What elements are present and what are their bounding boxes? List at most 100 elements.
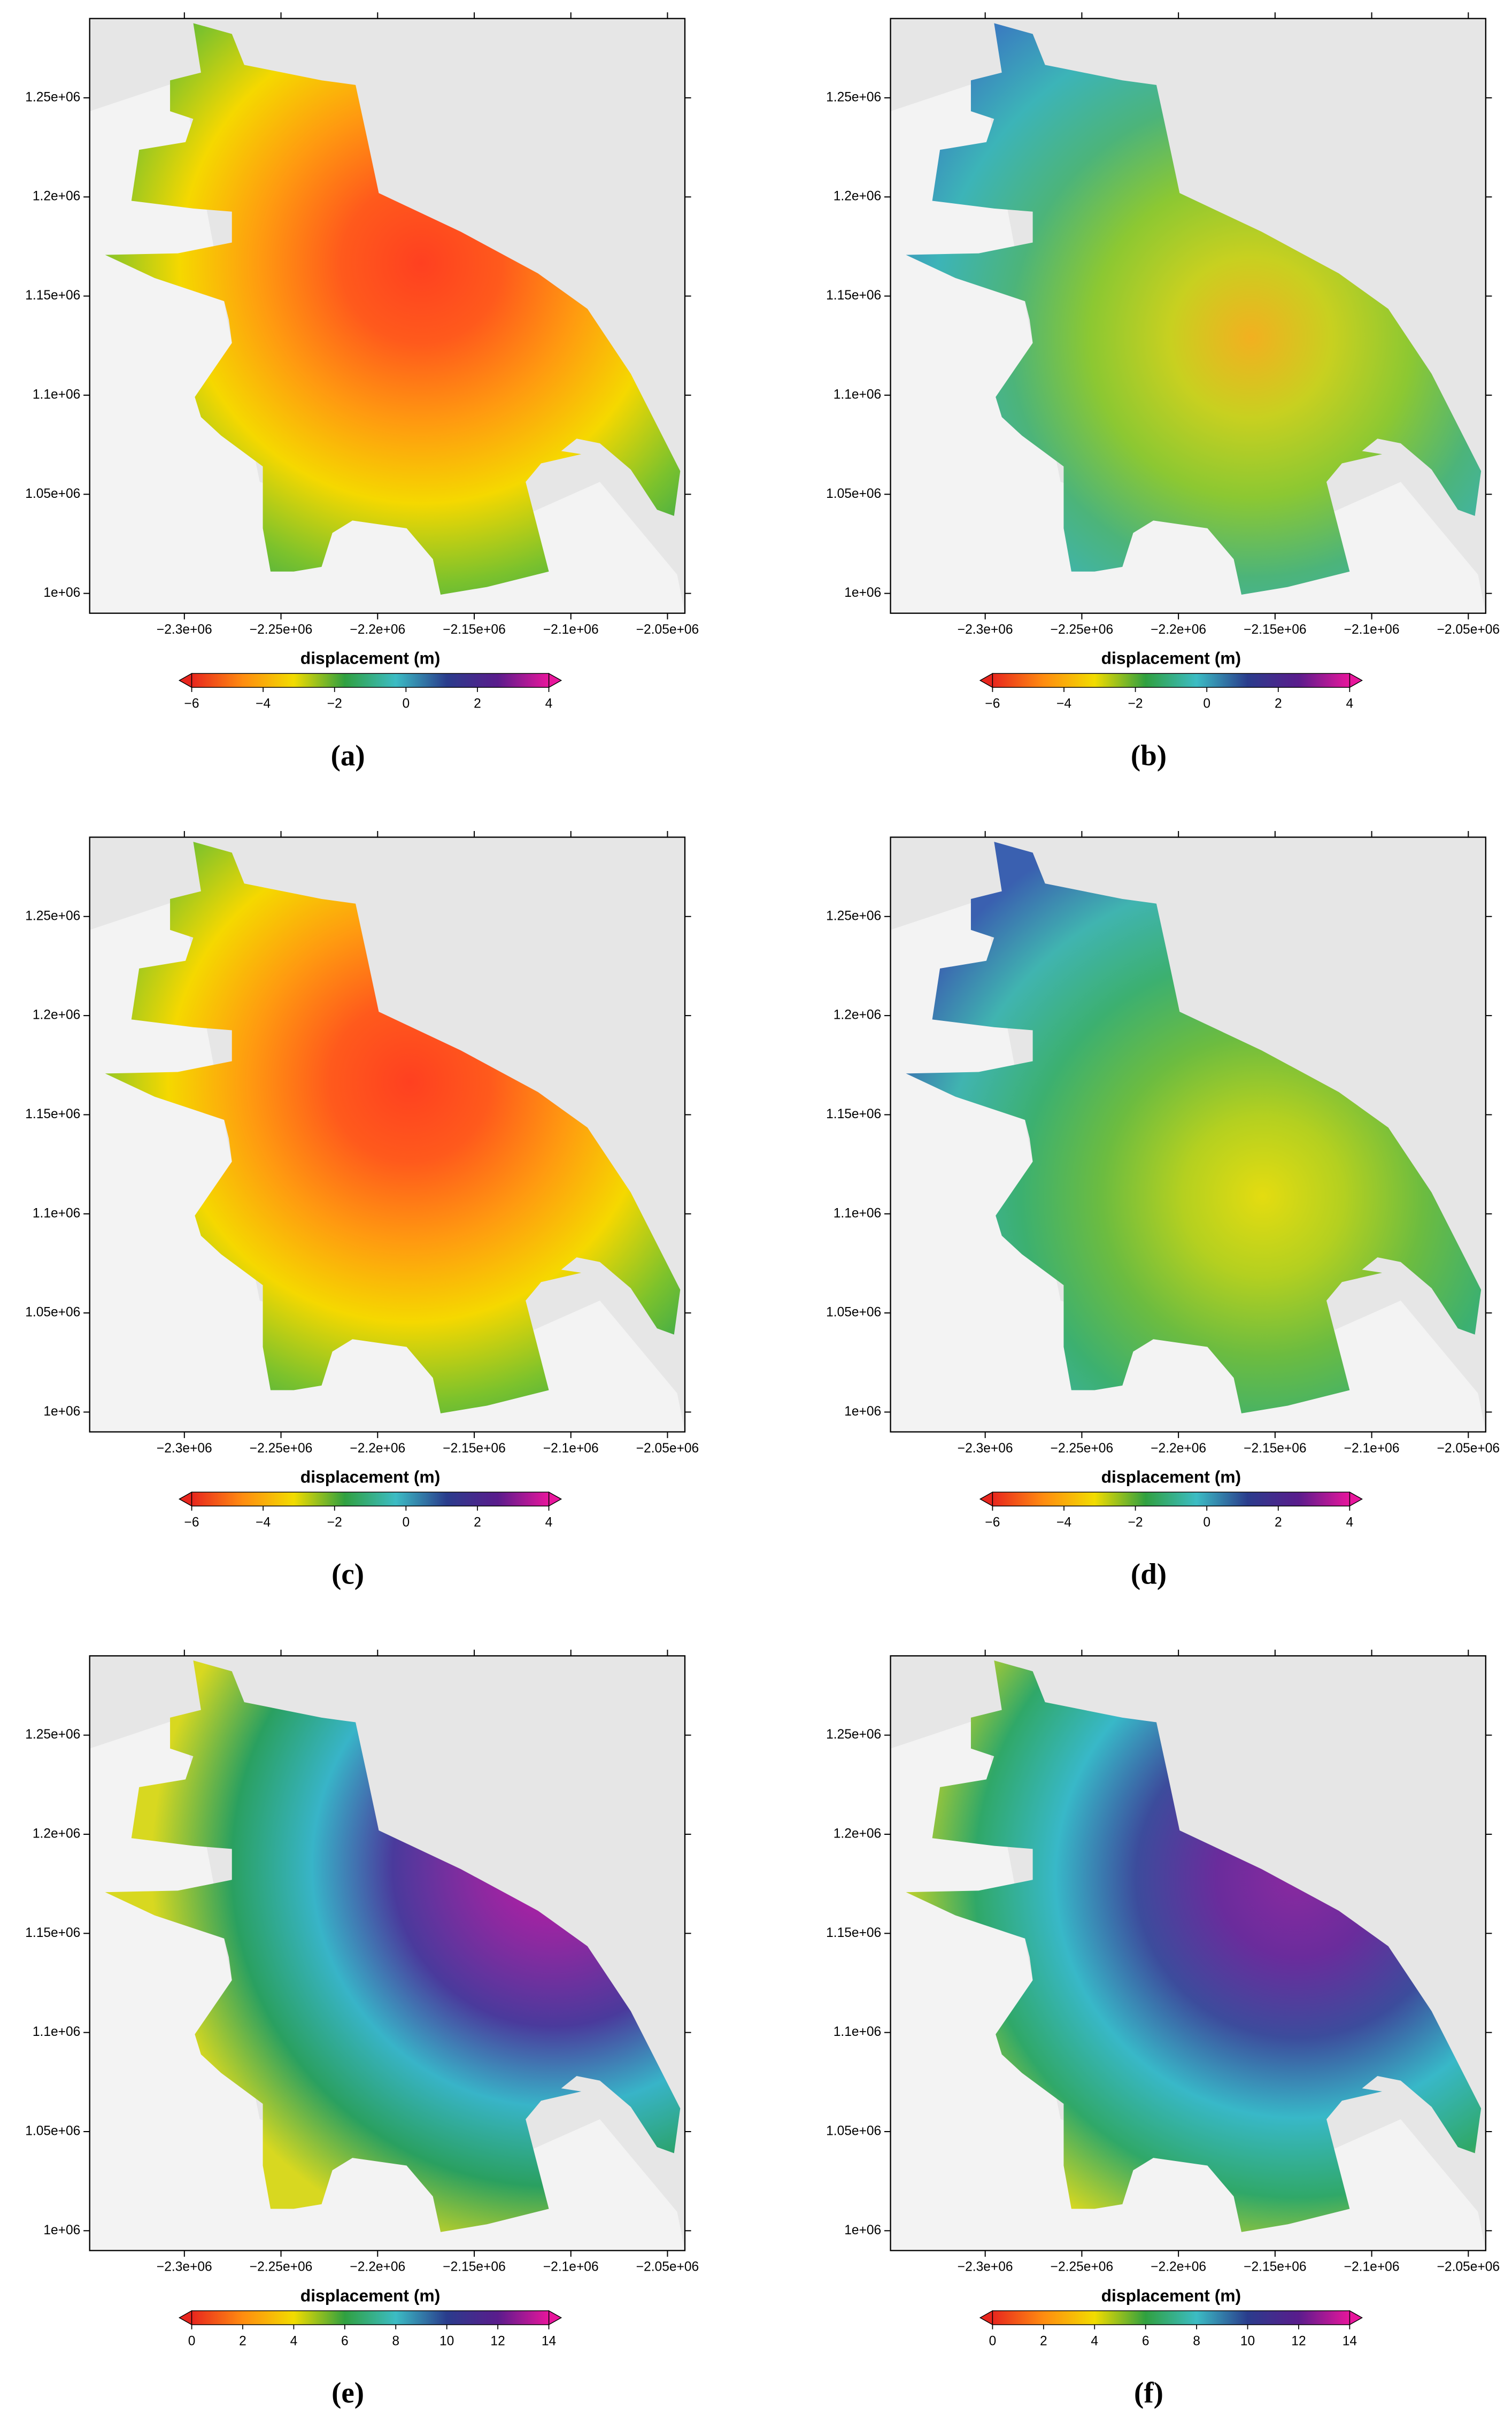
- x-tick-label: −2.05e+06: [636, 1441, 699, 1456]
- x-tick-label: −2.25e+06: [250, 1441, 312, 1456]
- x-tick-label: −2.05e+06: [636, 622, 699, 637]
- terrain: [890, 899, 1486, 1432]
- colorbar-tick-label: 4: [1091, 2334, 1098, 2348]
- y-tick-label: 1.05e+06: [25, 1305, 80, 1320]
- colorbar-tick-label: 10: [1240, 2334, 1255, 2348]
- panel-label: (a): [331, 739, 365, 772]
- x-tick-label: −2.3e+06: [958, 622, 1013, 637]
- x-tick-label: −2.3e+06: [958, 1441, 1013, 1456]
- colorbar-tick-label: 6: [341, 2334, 349, 2348]
- displacement-field: [906, 1660, 1482, 2232]
- colorbar-tick-label: 2: [1040, 2334, 1047, 2348]
- panel-label: (e): [331, 2377, 364, 2409]
- colorbar-label: displacement (m): [1101, 1467, 1241, 1487]
- y-tick-label: 1.25e+06: [826, 90, 881, 104]
- colorbar-tick-label: −2: [327, 697, 342, 711]
- colorbar-extension-high: [1349, 1491, 1363, 1507]
- y-tick-label: 1.1e+06: [834, 2025, 881, 2039]
- colorbar-tick-label: 4: [1346, 697, 1354, 711]
- x-tick-label: −2.15e+06: [1244, 622, 1306, 637]
- colorbar-tick-label: 4: [545, 1515, 553, 1529]
- map-frame: [89, 1655, 686, 2251]
- panel-label: (f): [1134, 2377, 1163, 2409]
- y-tick-label: 1.15e+06: [25, 1926, 80, 1940]
- colorbar: [191, 673, 550, 688]
- map-frame: [890, 836, 1486, 1433]
- colorbar-tick-label: 2: [1275, 1515, 1282, 1529]
- x-tick-label: −2.2e+06: [1151, 2260, 1206, 2274]
- colorbar-extension-high: [1349, 2310, 1363, 2326]
- x-tick-label: −2.1e+06: [543, 622, 599, 637]
- y-tick-label: 1e+06: [844, 1404, 881, 1419]
- colorbar-tick-label: −6: [985, 697, 1000, 711]
- panel: −2.3e+06 −2.25e+06 −2.2e+06 −2.15e+06 −2.1e+…: [826, 831, 1500, 1590]
- panel: −2.3e+06 −2.25e+06 −2.2e+06 −2.15e+06 −2.1e+…: [25, 1649, 699, 2409]
- y-tick-label: 1e+06: [43, 2223, 80, 2238]
- x-tick-label: −2.1e+06: [1344, 622, 1400, 637]
- x-tick-label: −2.2e+06: [1151, 1441, 1206, 1456]
- y-tick-label: 1.2e+06: [33, 1008, 80, 1022]
- x-tick-label: −2.3e+06: [157, 622, 212, 637]
- displacement-field: [906, 23, 1482, 595]
- colorbar-tick-label: 2: [474, 697, 481, 711]
- x-tick-label: −2.2e+06: [350, 622, 405, 637]
- y-tick-label: 1.2e+06: [33, 1826, 80, 1841]
- colorbar: [992, 2310, 1351, 2325]
- colorbar-tick-label: 4: [290, 2334, 298, 2348]
- panel: −2.3e+06 −2.25e+06 −2.2e+06 −2.15e+06 −2.1e+…: [25, 12, 699, 772]
- displacement-field: [906, 842, 1482, 1413]
- y-tick-label: 1.2e+06: [834, 1826, 881, 1841]
- y-tick-label: 1.05e+06: [826, 487, 881, 501]
- panel-label: (d): [1131, 1558, 1167, 1590]
- y-tick-label: 1.25e+06: [25, 1727, 80, 1742]
- x-tick-label: −2.05e+06: [636, 2260, 699, 2274]
- colorbar-extension-low: [178, 673, 192, 688]
- x-tick-label: −2.1e+06: [543, 2260, 599, 2274]
- colorbar: [191, 1491, 550, 1506]
- colorbar-tick-label: −6: [985, 1515, 1000, 1529]
- colorbar-tick-label: 4: [1346, 1515, 1354, 1529]
- panel: −2.3e+06 −2.25e+06 −2.2e+06 −2.15e+06 −2.1e+…: [25, 831, 699, 1590]
- terrain: [89, 899, 685, 1432]
- colorbar-extension-low: [979, 2310, 993, 2326]
- y-tick-label: 1.15e+06: [826, 1926, 881, 1940]
- map-frame: [890, 1655, 1486, 2251]
- panel: −2.3e+06 −2.25e+06 −2.2e+06 −2.15e+06 −2.1e+…: [826, 1649, 1500, 2409]
- colorbar: [992, 1491, 1351, 1506]
- y-tick-label: 1e+06: [43, 586, 80, 600]
- y-tick-label: 1.05e+06: [826, 1305, 881, 1320]
- colorbar-tick-label: 8: [392, 2334, 399, 2348]
- y-tick-label: 1.2e+06: [834, 1008, 881, 1022]
- x-tick-label: −2.1e+06: [543, 1441, 599, 1456]
- y-tick-label: 1e+06: [844, 2223, 881, 2238]
- y-tick-label: 1.05e+06: [826, 2124, 881, 2138]
- colorbar-tick-label: 2: [239, 2334, 246, 2348]
- x-tick-label: −2.2e+06: [1151, 622, 1206, 637]
- terrain: [890, 80, 1486, 613]
- y-tick-label: 1.15e+06: [826, 1107, 881, 1121]
- x-tick-label: −2.05e+06: [1437, 2260, 1500, 2274]
- y-tick-label: 1.15e+06: [25, 288, 80, 303]
- x-tick-label: −2.15e+06: [1244, 2260, 1306, 2274]
- colorbar-tick-label: −2: [1128, 697, 1143, 711]
- x-tick-label: −2.15e+06: [1244, 1441, 1306, 1456]
- colorbar-extension-low: [979, 1491, 993, 1507]
- colorbar-tick-label: 0: [989, 2334, 997, 2348]
- x-tick-label: −2.05e+06: [1437, 622, 1500, 637]
- x-tick-label: −2.05e+06: [1437, 1441, 1500, 1456]
- colorbar-tick-label: 2: [1275, 697, 1282, 711]
- y-tick-label: 1.25e+06: [25, 909, 80, 923]
- panel: −2.3e+06 −2.25e+06 −2.2e+06 −2.15e+06 −2.1e+…: [826, 12, 1500, 772]
- colorbar-tick-label: −4: [1056, 697, 1071, 711]
- y-tick-label: 1.05e+06: [25, 2124, 80, 2138]
- colorbar-tick-label: 4: [545, 697, 553, 711]
- colorbar-extension-low: [178, 1491, 192, 1507]
- colorbar: [992, 673, 1351, 688]
- y-tick-label: 1.1e+06: [33, 2025, 80, 2039]
- x-tick-label: −2.15e+06: [443, 2260, 505, 2274]
- colorbar-tick-label: 0: [1203, 697, 1210, 711]
- x-tick-label: −2.2e+06: [350, 1441, 405, 1456]
- colorbar-tick-label: 2: [474, 1515, 481, 1529]
- colorbar-tick-label: 14: [1343, 2334, 1357, 2348]
